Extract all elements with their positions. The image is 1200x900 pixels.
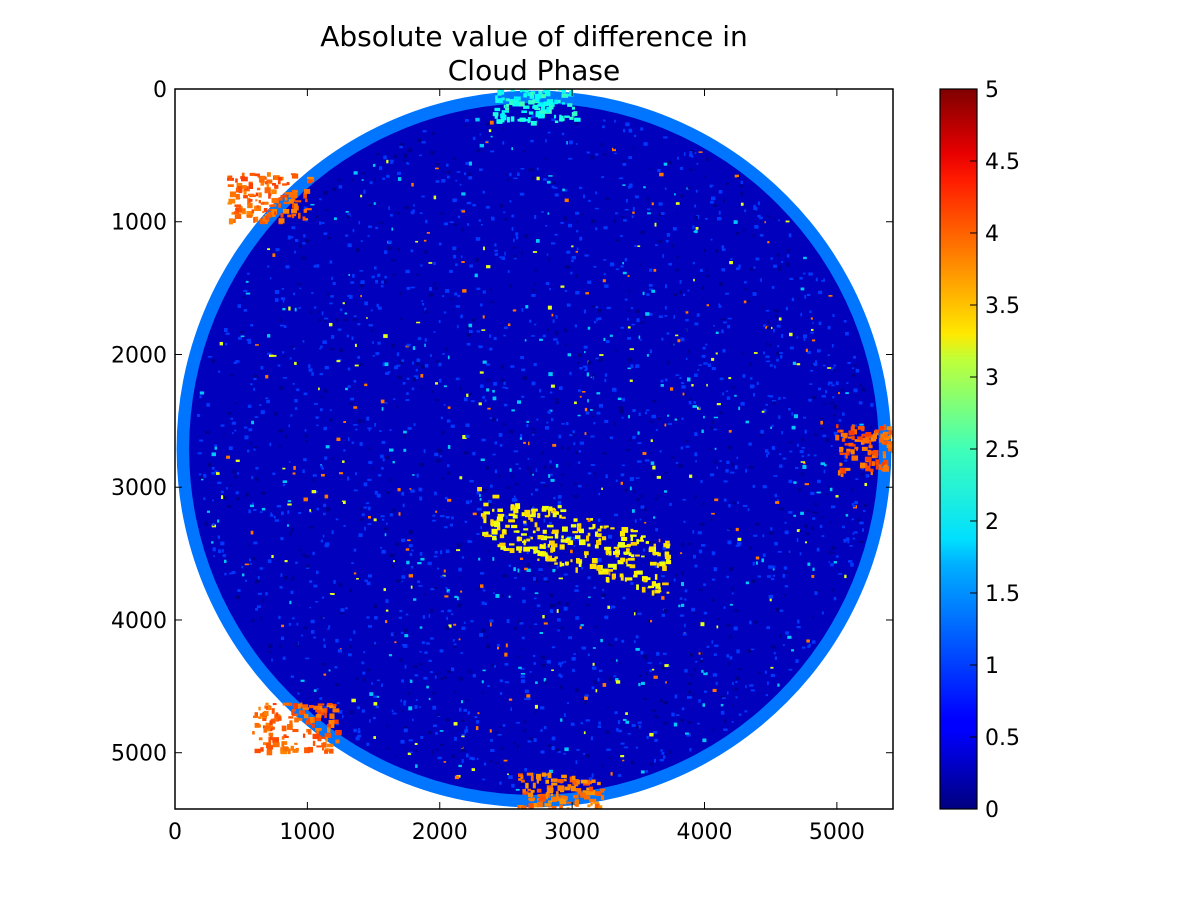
colorbar-tick-label: 0 (985, 798, 999, 823)
colorbar-tick-label: 2.5 (985, 438, 1020, 463)
x-axis: 0 1000 2000 3000 4000 5000 (168, 89, 865, 845)
disk-region-north-edge (492, 89, 581, 126)
colorbar-tick-label: 1.5 (985, 582, 1020, 607)
colorbar-tick-label: 0.5 (985, 726, 1020, 751)
y-tick-label: 2000 (111, 343, 167, 368)
disk-region-south-edge (517, 772, 606, 809)
disk-texture (196, 114, 874, 791)
colorbar-tick-label: 4.5 (985, 150, 1020, 175)
colorbar-tick-label: 5 (985, 78, 999, 103)
colorbar-tick-label: 3 (985, 366, 999, 391)
y-axis: 0 1000 2000 3000 4000 5000 (111, 78, 893, 767)
y-tick-label: 1000 (111, 211, 167, 236)
y-tick-label: 5000 (111, 742, 167, 767)
plot-frame (174, 88, 894, 810)
x-tick-label: 1000 (279, 820, 335, 845)
disk-region-tropical-band (477, 486, 672, 596)
y-tick-label: 4000 (111, 609, 167, 634)
colorbar-tick-label: 4 (985, 222, 999, 247)
disk-region-northwest-limb (227, 172, 315, 225)
y-tick-label: 3000 (111, 476, 167, 501)
x-tick-label: 2000 (412, 820, 468, 845)
x-tick-label: 5000 (809, 820, 865, 845)
colorbar-tick-label: 1 (985, 654, 999, 679)
colorbar-tick-label: 2 (985, 510, 999, 535)
colorbar: 0 0.5 1 1.5 2 2.5 3 3.5 4 4.5 5 (939, 78, 1020, 823)
x-tick-label: 0 (168, 820, 182, 845)
y-tick-label: 0 (153, 78, 167, 103)
x-tick-label: 4000 (676, 820, 732, 845)
chart-title-line-1: Absolute value of difference in (320, 20, 748, 53)
heatmap-image (176, 89, 893, 809)
colorbar-tick-label: 3.5 (985, 294, 1020, 319)
x-tick-label: 3000 (544, 820, 600, 845)
disk-region-southwest-limb (252, 702, 342, 756)
chart-title-line-2: Cloud Phase (448, 54, 620, 87)
disk-region-east-limb (835, 424, 893, 476)
